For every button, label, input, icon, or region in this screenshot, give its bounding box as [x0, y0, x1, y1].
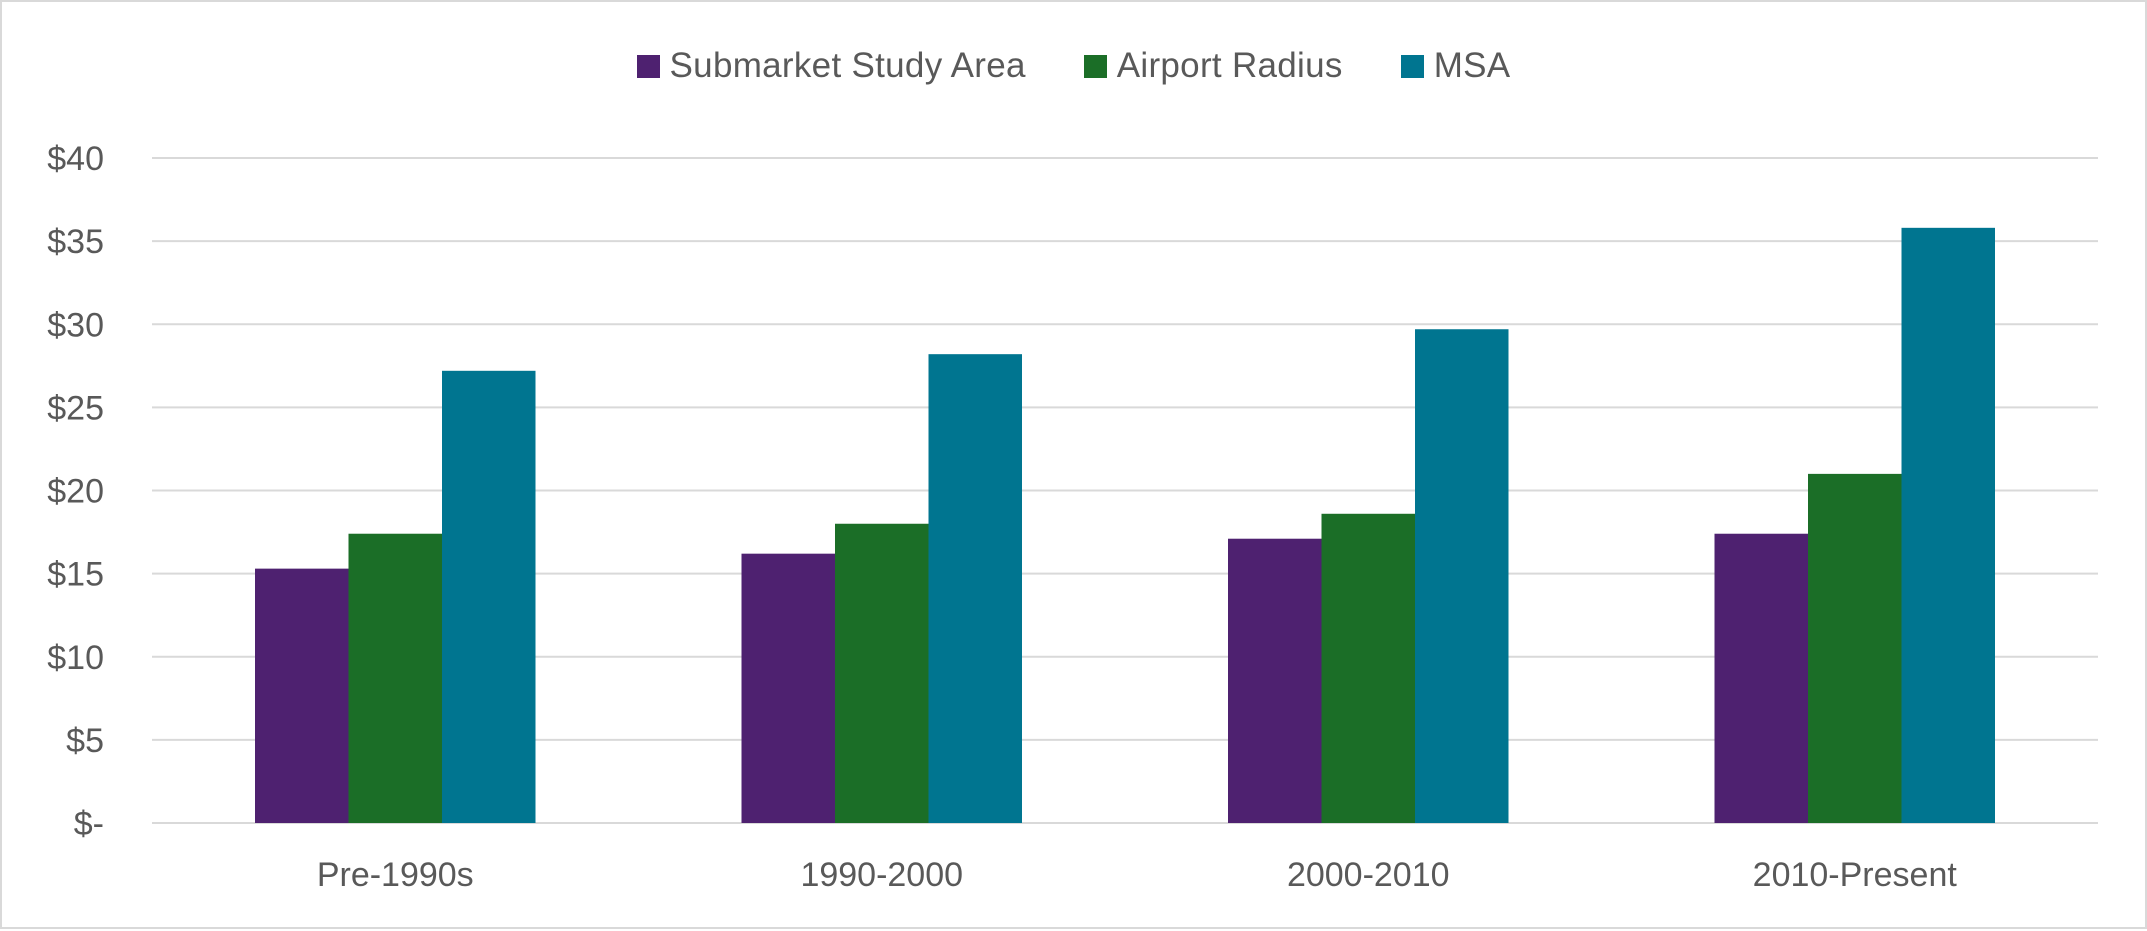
bars: [255, 227, 1995, 823]
legend-swatch-airport-radius: [1083, 54, 1107, 78]
bar-msa-pre-1990s: [442, 370, 536, 823]
legend-swatch-submarket-study-area: [636, 54, 660, 78]
y-tick-label-3: $15: [47, 556, 104, 594]
x-tick-label-2010-present: 2010-Present: [1753, 856, 1958, 894]
bar-msa-1990-2000: [928, 354, 1022, 823]
legend-item-submarket-study-area: Submarket Study Area: [636, 46, 1026, 86]
bar-msa-2010-present: [1901, 227, 1995, 823]
legend-item-airport-radius: Airport Radius: [1083, 46, 1343, 86]
bar-msa-2000-2010: [1415, 329, 1509, 823]
bar-airport-radius-2000-2010: [1321, 513, 1415, 823]
y-tick-label-8: $40: [47, 140, 104, 178]
bar-submarket-study-area-pre-1990s: [255, 568, 349, 823]
bar-airport-radius-1990-2000: [835, 523, 929, 823]
y-axis-ticks: $- $5 $10 $15 $20 $25 $30 $35 $40: [47, 140, 104, 843]
bar-submarket-study-area-2010-present: [1714, 533, 1808, 823]
y-tick-label-7: $35: [47, 223, 104, 261]
y-tick-label-1: $5: [66, 722, 104, 760]
y-tick-label-2: $10: [47, 639, 104, 677]
bar-airport-radius-2010-present: [1808, 473, 1902, 823]
x-tick-label-2000-2010: 2000-2010: [1287, 856, 1450, 894]
y-tick-label-6: $30: [47, 306, 104, 344]
legend: Submarket Study Area Airport Radius MSA: [2, 46, 2145, 86]
legend-swatch-msa: [1400, 54, 1424, 78]
y-tick-label-5: $25: [47, 389, 104, 427]
y-tick-label-4: $20: [47, 473, 104, 511]
bar-airport-radius-pre-1990s: [348, 533, 442, 823]
y-tick-label-0: $-: [74, 805, 104, 843]
x-tick-label-1990-2000: 1990-2000: [800, 856, 963, 894]
x-tick-label-pre-1990s: Pre-1990s: [317, 856, 474, 894]
legend-label-msa: MSA: [1433, 46, 1511, 85]
x-axis-ticks: Pre-1990s 1990-2000 2000-2010 2010-Present: [317, 856, 1958, 894]
legend-label-submarket-study-area: Submarket Study Area: [669, 46, 1026, 85]
bar-submarket-study-area-1990-2000: [741, 553, 835, 823]
bar-submarket-study-area-2000-2010: [1228, 538, 1322, 823]
legend-label-airport-radius: Airport Radius: [1116, 46, 1343, 85]
legend-item-msa: MSA: [1400, 46, 1511, 86]
